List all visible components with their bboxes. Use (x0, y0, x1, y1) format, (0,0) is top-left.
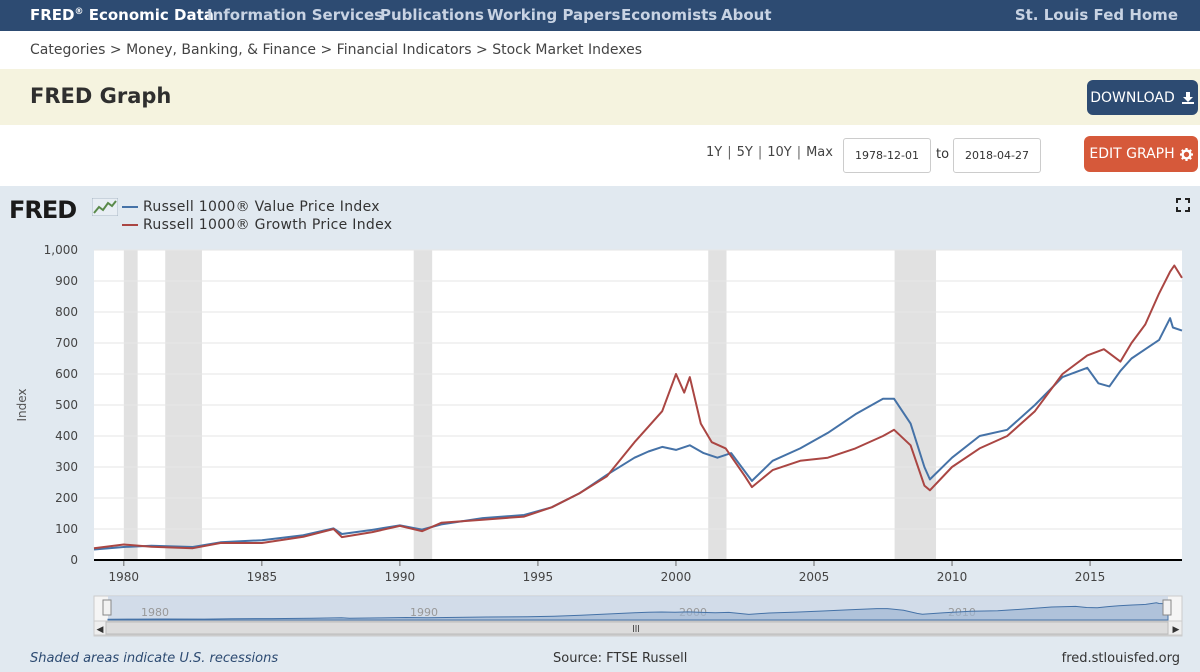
y-tick-label: 300 (55, 460, 78, 474)
download-label: DOWNLOAD (1090, 89, 1175, 106)
x-tick-label: 1990 (385, 570, 416, 584)
nav-economists[interactable]: Economists (621, 6, 718, 24)
x-tick-label: 2005 (799, 570, 830, 584)
navigator-year-label: 1990 (410, 606, 438, 619)
y-tick-label: 1,000 (44, 243, 78, 257)
legend-label-growth: Russell 1000® Growth Price Index (143, 217, 393, 233)
x-tick-label: 2000 (661, 570, 692, 584)
range-links: 1Y | 5Y | 10Y | Max (706, 145, 833, 160)
legend-item-growth[interactable]: Russell 1000® Growth Price Index (122, 217, 392, 233)
range-separator: | (757, 145, 763, 160)
y-tick-label: 0 (70, 553, 78, 567)
fred-logo-text: FRED (9, 196, 77, 224)
download-button[interactable]: DOWNLOAD (1087, 80, 1198, 115)
range-separator: | (796, 145, 802, 160)
x-tick-label: 2015 (1075, 570, 1106, 584)
top-nav: FRED® Economic Data Information Services… (0, 0, 1200, 31)
recession-note: Shaded areas indicate U.S. recessions (30, 651, 279, 666)
x-tick-label: 2010 (937, 570, 968, 584)
x-tick-label: 1980 (109, 570, 140, 584)
y-tick-label: 200 (55, 491, 78, 505)
y-axis-ticks: 0 100 200 300 400 500 600 700 800 900 1,000 (44, 243, 78, 567)
series-line-value (93, 317, 1183, 551)
y-tick-label: 700 (55, 336, 78, 350)
nav-about[interactable]: About (721, 6, 772, 24)
series-lines (93, 264, 1183, 551)
x-tick-label: 1995 (523, 570, 554, 584)
download-icon (1181, 91, 1194, 104)
legend-swatch-value (122, 206, 138, 208)
nav-publications[interactable]: Publications (380, 6, 484, 24)
y-tick-label: 500 (55, 398, 78, 412)
date-from-input[interactable] (843, 138, 931, 173)
legend-swatch-growth (122, 224, 138, 226)
navigator-handle-right[interactable] (1162, 599, 1172, 616)
fullscreen-icon[interactable] (1176, 198, 1190, 212)
y-tick-label: 600 (55, 367, 78, 381)
range-10y[interactable]: 10Y (767, 145, 792, 160)
scroll-left-arrow[interactable]: ◀ (97, 625, 104, 635)
range-5y[interactable]: 5Y (736, 145, 753, 160)
scroll-right-arrow[interactable]: ▶ (1173, 625, 1180, 635)
edit-graph-label: EDIT GRAPH (1089, 146, 1175, 162)
series-line-growth (93, 264, 1183, 550)
brand-link[interactable]: FRED® Economic Data (30, 6, 214, 24)
navigator-handle-left[interactable] (102, 599, 112, 616)
fred-logo-chart-icon (92, 198, 118, 216)
x-axis-ticks: 1980 1985 1990 1995 2000 2005 2010 2015 (109, 560, 1106, 584)
legend-item-value[interactable]: Russell 1000® Value Price Index (122, 199, 380, 215)
y-tick-label: 100 (55, 522, 78, 536)
y-tick-label: 800 (55, 305, 78, 319)
to-label: to (936, 147, 950, 162)
breadcrumb[interactable]: Categories > Money, Banking, & Finance >… (30, 42, 643, 58)
legend-label-value: Russell 1000® Value Price Index (143, 199, 380, 215)
y-tick-label: 400 (55, 429, 78, 443)
title-bar: FRED Graph DOWNLOAD (0, 69, 1200, 125)
site-link[interactable]: fred.stlouisfed.org (1061, 651, 1180, 666)
scrollbar-thumb[interactable] (105, 621, 1169, 635)
range-max[interactable]: Max (806, 145, 833, 160)
edit-graph-button[interactable]: EDIT GRAPH (1084, 136, 1198, 172)
y-axis-label: Index (15, 388, 29, 421)
brand-registered-mark: ® (74, 7, 84, 17)
fred-logo[interactable]: FRED (9, 196, 77, 224)
nav-working-papers[interactable]: Working Papers (487, 6, 621, 24)
navigator-series (107, 602, 1169, 621)
page-title: FRED Graph (30, 84, 172, 108)
date-to-input[interactable] (953, 138, 1041, 173)
scrollbar-grip: lll (632, 625, 640, 635)
brand-suffix: Economic Data (88, 6, 214, 24)
x-tick-label: 1985 (247, 570, 278, 584)
brand-name: FRED (30, 6, 75, 24)
source-note: Source: FTSE Russell (553, 651, 688, 666)
navigator-year-label: 1980 (141, 606, 169, 619)
gridlines (94, 249, 1182, 530)
range-1y[interactable]: 1Y (706, 145, 723, 160)
y-tick-label: 900 (55, 274, 78, 288)
nav-information-services[interactable]: Information Services (207, 6, 384, 24)
nav-stlouisfed-home[interactable]: St. Louis Fed Home (1014, 6, 1178, 24)
gear-icon (1179, 147, 1193, 161)
range-separator: | (727, 145, 732, 160)
